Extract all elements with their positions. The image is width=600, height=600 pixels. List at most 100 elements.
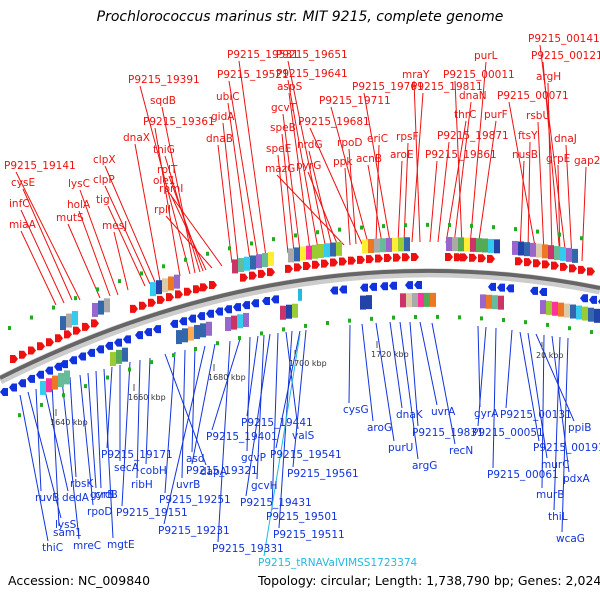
forward-gene-label-gcvT: gcvT	[271, 102, 297, 114]
forward-leader-ole1	[164, 186, 223, 267]
category-block	[548, 245, 554, 260]
reverse-leader-gyrB	[87, 372, 97, 489]
category-block	[238, 258, 244, 273]
reverse-gene-arrow	[530, 286, 538, 295]
forward-gene-arrow	[37, 342, 45, 351]
category-block	[400, 293, 406, 308]
reverse-leader-uvrA	[419, 321, 438, 406]
reverse-leader-ruvB	[35, 388, 42, 492]
forward-gene-label-ftsY: ftsY	[518, 130, 538, 142]
forward-gene-label-P9215_19861: P9215_19861	[425, 149, 497, 161]
forward-leader-thrC	[445, 120, 467, 244]
feature-tick	[118, 279, 121, 284]
forward-gene-label-thrC: thrC	[454, 109, 476, 121]
feature-tick	[40, 402, 43, 407]
reverse-gene-label-P9215_19441: P9215_19441	[241, 417, 313, 429]
category-block	[244, 256, 250, 271]
forward-gene-arrow	[460, 253, 468, 262]
forward-leader-aspS	[288, 92, 311, 251]
reverse-gene-label-mgtE: mgtE	[107, 539, 135, 551]
forward-leader-grpE	[557, 164, 561, 259]
reverse-gene-label-P9215_19501: P9215_19501	[266, 511, 338, 523]
forward-leader-ftsY	[527, 141, 531, 252]
category-block	[498, 295, 504, 310]
category-block	[482, 238, 488, 253]
feature-tick	[558, 232, 561, 237]
reverse-leader-P9215_19151	[121, 361, 131, 507]
forward-leader-gcvT	[282, 113, 301, 252]
reverse-gene-label-cobH: cobH	[140, 465, 167, 477]
gene-color-blocks	[40, 237, 600, 395]
forward-leader-P9215_00141	[539, 44, 567, 258]
reverse-gene-label-argG: argG	[412, 460, 437, 472]
reverse-gene-arrow	[405, 281, 413, 290]
forward-gene-arrow	[321, 259, 329, 268]
scale-label-3: 1700 kbp	[289, 359, 327, 368]
feature-tick	[228, 246, 231, 251]
category-block	[46, 378, 52, 393]
forward-gene-label-aroE: aroE	[390, 149, 414, 161]
forward-leader-P9215_19641	[287, 79, 319, 250]
forward-leader-rplI	[165, 215, 213, 269]
forward-gene-arrow	[524, 258, 532, 267]
scale-label-0: 1640 kbp	[50, 418, 88, 427]
forward-gene-label-grpE: grpE	[546, 153, 570, 165]
forward-gene-label-purF: purF	[484, 109, 508, 121]
forward-gene-label-dnaJ: dnaJ	[554, 133, 577, 145]
reverse-leader-P9215_00191	[519, 331, 540, 442]
reverse-gene-label-P9215_19231: P9215_19231	[158, 525, 230, 537]
reverse-leader-P9215_19251	[164, 351, 176, 494]
reverse-leader-P9215_00051	[477, 326, 487, 427]
forward-gene-arrow	[285, 264, 293, 273]
forward-gene-label-thiG: thiG	[153, 144, 175, 156]
forward-gene-arrow	[258, 269, 266, 278]
reverse-gene-arrow	[123, 335, 131, 344]
reverse-leader-murB	[541, 334, 545, 489]
forward-gene-arrow	[384, 254, 392, 263]
category-block	[280, 305, 286, 320]
feature-tick	[426, 222, 429, 227]
forward-gene-arrow	[200, 283, 208, 292]
reverse-leader-P9215_19231	[163, 345, 206, 525]
feature-tick	[238, 336, 241, 341]
forward-gene-label-P9215_19361: P9215_19361	[143, 116, 215, 128]
category-block	[40, 380, 46, 395]
forward-leader-rplT	[168, 175, 204, 272]
category-block	[98, 300, 104, 315]
forward-leader-mazG	[276, 174, 345, 246]
feature-tick	[404, 223, 407, 228]
scale-label-1: 1660 kbp	[128, 393, 166, 402]
forward-gene-label-ole1: ole1	[153, 175, 175, 187]
reverse-leader-lysS	[27, 391, 62, 519]
category-block	[232, 259, 238, 274]
reverse-gene-label-gyrA: gyrA	[474, 408, 499, 420]
reverse-gene-label-wcaG: wcaG	[556, 533, 585, 545]
feature-tick	[84, 384, 87, 389]
category-block	[194, 324, 200, 339]
category-block	[570, 304, 576, 319]
category-block	[237, 314, 243, 329]
reverse-gene-label-P9215_19831: P9215_19831	[412, 427, 484, 439]
forward-gene-arrow	[411, 253, 419, 262]
forward-gene-arrow	[348, 256, 356, 265]
forward-gene-label-dnaB: dnaB	[206, 133, 233, 145]
forward-leader-acnB	[367, 164, 383, 244]
reverse-gene-label-P9215_19151: P9215_19151	[116, 507, 188, 519]
category-block	[104, 298, 110, 313]
reverse-gene-arrow	[114, 338, 122, 347]
category-block	[560, 246, 566, 261]
reverse-gene-label-asd: asd	[186, 453, 205, 465]
forward-gene-label-clpP: clpP	[93, 174, 115, 186]
category-block	[398, 237, 404, 252]
forward-gene-arrow	[240, 273, 248, 282]
reverse-leader-crcB	[95, 370, 102, 489]
forward-gene-label-argH: argH	[536, 71, 561, 83]
category-block	[176, 330, 182, 345]
reverse-gene-arrow	[414, 280, 422, 289]
category-block	[312, 244, 318, 259]
forward-gene-label-P9215_19531: P9215_19531	[227, 49, 299, 61]
forward-gene-arrow	[357, 255, 365, 264]
trna-mark	[298, 288, 302, 301]
forward-gene-arrow	[193, 285, 201, 294]
reverse-gene-arrow	[18, 379, 26, 388]
